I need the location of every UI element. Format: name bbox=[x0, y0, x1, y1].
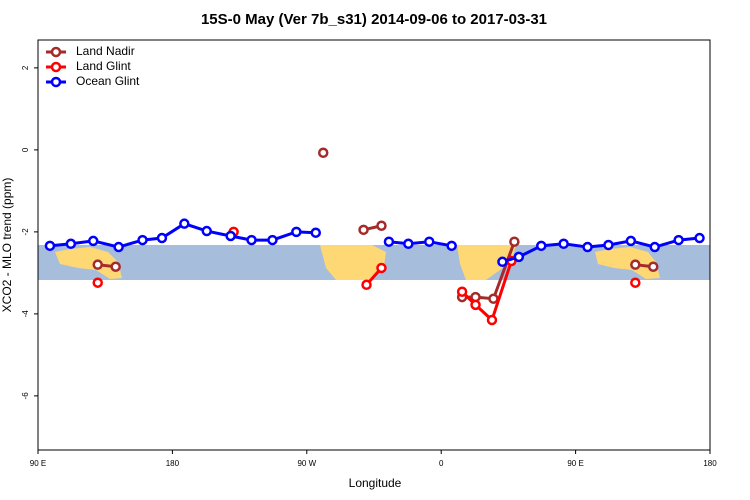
series-line bbox=[461, 260, 513, 323]
point bbox=[65, 238, 77, 250]
legend-label: Land Nadir bbox=[76, 44, 135, 58]
point bbox=[694, 232, 705, 244]
legend-label: Land Glint bbox=[76, 59, 131, 73]
point bbox=[137, 234, 148, 246]
point bbox=[291, 226, 302, 238]
point bbox=[267, 234, 278, 246]
x-tick-label: 180 bbox=[703, 459, 717, 468]
point bbox=[630, 259, 641, 270]
legend-marker bbox=[50, 76, 62, 88]
x-tick-label: 90 E bbox=[30, 459, 46, 468]
legend-marker bbox=[50, 46, 62, 58]
point bbox=[456, 286, 468, 297]
land bbox=[55, 247, 122, 279]
y-axis-label: XCO2 - MLO trend (ppm) bbox=[0, 178, 14, 313]
x-tick-label: 0 bbox=[439, 459, 444, 468]
land bbox=[320, 245, 386, 280]
x-tick-label: 180 bbox=[166, 459, 180, 468]
point bbox=[673, 234, 684, 246]
chart-title: 15S-0 May (Ver 7b_s31) 2014-09-06 to 201… bbox=[201, 11, 547, 28]
point bbox=[488, 293, 499, 304]
point bbox=[603, 239, 614, 251]
series-line bbox=[501, 236, 700, 264]
point bbox=[92, 277, 103, 288]
y-tick-label: 0 bbox=[21, 147, 30, 152]
point bbox=[358, 224, 369, 236]
point bbox=[509, 236, 520, 247]
point bbox=[44, 240, 56, 252]
point bbox=[648, 261, 659, 272]
point bbox=[179, 218, 190, 229]
land bbox=[457, 245, 516, 280]
plot-frame bbox=[37, 39, 711, 451]
point bbox=[630, 277, 641, 288]
y-tick-label: -6 bbox=[21, 392, 30, 400]
y-tick-label: -4 bbox=[21, 310, 30, 318]
x-tick-label: 90 E bbox=[567, 459, 583, 468]
point bbox=[88, 235, 99, 247]
point bbox=[361, 279, 372, 291]
point bbox=[513, 251, 525, 263]
point bbox=[113, 241, 124, 253]
y-tick-label: -2 bbox=[21, 228, 30, 236]
point bbox=[110, 261, 121, 272]
x-axis-label: Longitude bbox=[349, 476, 402, 490]
point bbox=[582, 241, 593, 253]
point bbox=[403, 238, 414, 250]
point bbox=[376, 220, 387, 231]
point bbox=[156, 232, 168, 244]
legend-marker bbox=[50, 61, 62, 73]
point bbox=[383, 236, 395, 247]
point bbox=[497, 256, 508, 268]
point bbox=[486, 314, 498, 326]
point bbox=[446, 240, 457, 252]
land bbox=[595, 247, 660, 279]
legend-label: Ocean Glint bbox=[76, 74, 140, 88]
series-line bbox=[388, 240, 452, 248]
point bbox=[246, 234, 257, 246]
point bbox=[225, 230, 236, 242]
point bbox=[536, 240, 547, 252]
point bbox=[376, 262, 387, 274]
point bbox=[470, 299, 481, 311]
point bbox=[310, 227, 322, 238]
point bbox=[558, 238, 569, 250]
x-tick-label: 90 W bbox=[297, 459, 316, 468]
point bbox=[424, 236, 435, 247]
y-tick-label: 2 bbox=[21, 65, 30, 70]
point bbox=[92, 259, 103, 270]
point bbox=[317, 147, 329, 158]
point bbox=[649, 241, 660, 253]
point bbox=[201, 225, 212, 237]
point bbox=[625, 235, 637, 247]
